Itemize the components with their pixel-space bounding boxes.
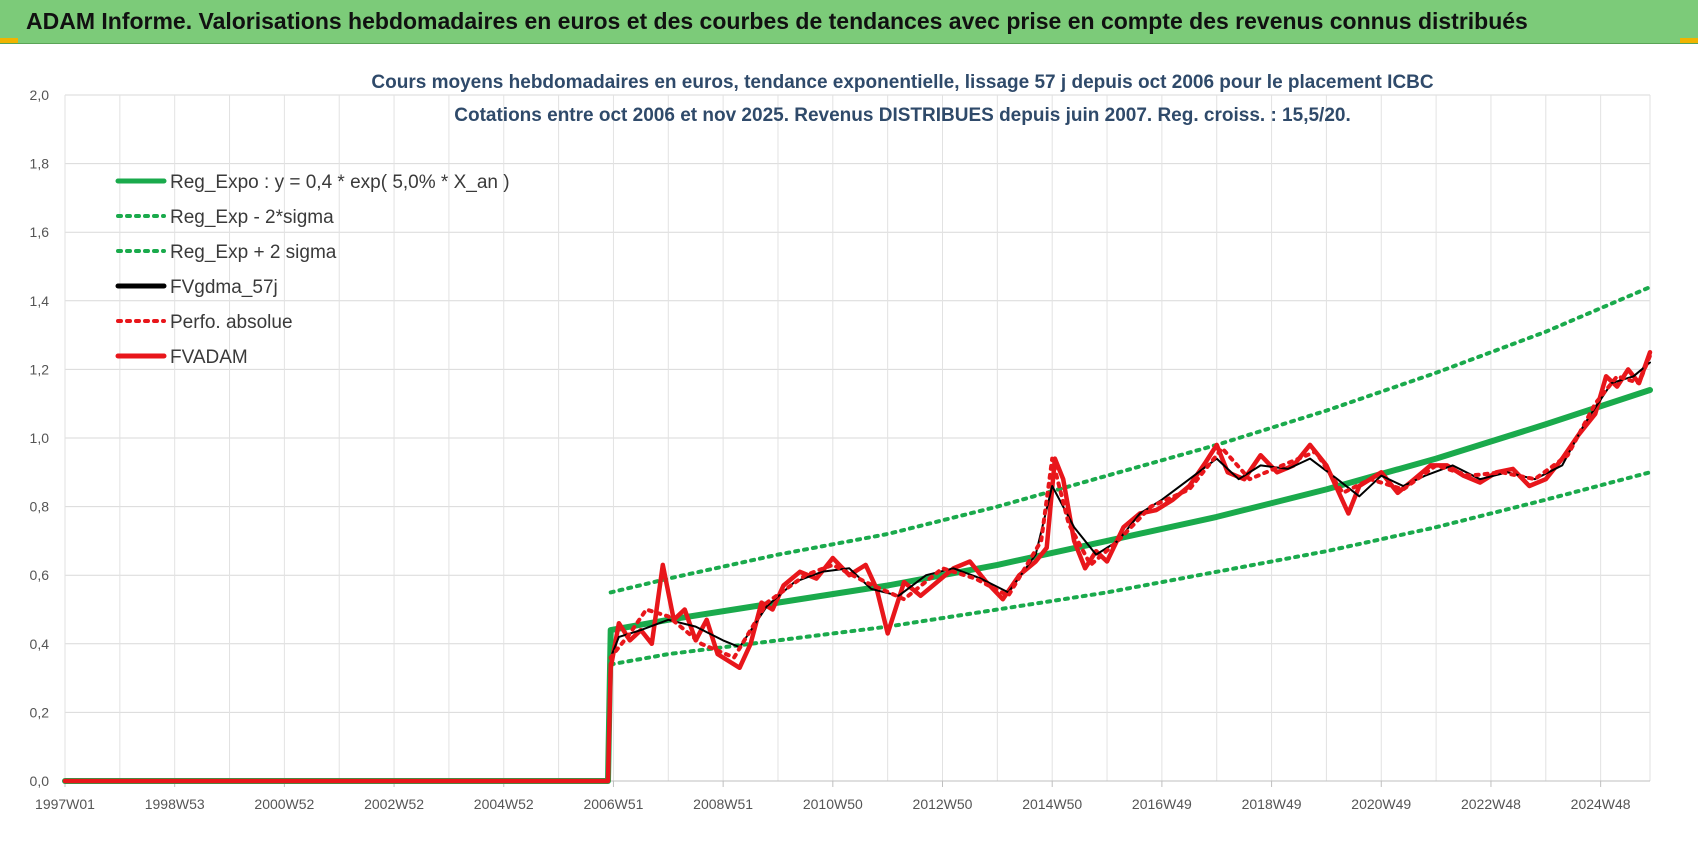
- x-tick-label: 2020W49: [1351, 796, 1411, 812]
- corner-marker: [1680, 38, 1698, 43]
- x-tick-label: 2024W48: [1571, 796, 1631, 812]
- y-tick-label: 1,0: [30, 430, 50, 446]
- corner-marker: [0, 38, 18, 43]
- series-line-4: [63, 353, 1652, 783]
- x-tick-label: 2010W50: [803, 796, 863, 812]
- legend-label: FVADAM: [170, 347, 248, 368]
- grid: [64, 94, 1651, 782]
- x-tick-label: 2016W49: [1132, 796, 1192, 812]
- y-tick-label: 0,4: [30, 636, 50, 652]
- x-tick-label: 2014W50: [1022, 796, 1082, 812]
- x-tick-label: 2008W51: [693, 796, 753, 812]
- x-tick-label: 2002W52: [364, 796, 424, 812]
- chart-title-line: Cotations entre oct 2006 et nov 2025. Re…: [454, 105, 1350, 126]
- x-tick-label: 1998W53: [145, 796, 205, 812]
- y-tick-label: 0,6: [30, 567, 50, 583]
- legend-label: Perfo. absolue: [170, 312, 293, 333]
- series-line-3: [609, 361, 1651, 659]
- y-tick-label: 2,0: [30, 87, 50, 103]
- series-layer: [62, 285, 1653, 784]
- y-tick-label: 1,2: [30, 361, 50, 377]
- x-tick-label: 2004W52: [474, 796, 534, 812]
- y-tick-label: 0,2: [30, 704, 50, 720]
- header-banner: ADAM Informe. Valorisations hebdomadaire…: [0, 0, 1698, 44]
- y-axis: 0,0 0,2 0,4 0,6 0,8 1,0 1,2 1,4 1,6 1,8 2,0: [30, 87, 50, 789]
- x-axis: 1997W01 1998W53 2000W52 2002W52 2004W52 2006W…: [35, 780, 1650, 812]
- chart-title-line: Cours moyens hebdomadaires en euros, ten…: [371, 72, 1433, 93]
- y-tick-label: 1,4: [30, 293, 50, 309]
- series-line-1: [608, 470, 1652, 667]
- x-tick-label: 2006W51: [583, 796, 643, 812]
- y-tick-label: 1,8: [30, 156, 50, 172]
- x-tick-label: 2012W50: [913, 796, 973, 812]
- legend-label: Reg_Expo : y = 0,4 * exp( 5,0% * X_an ): [170, 172, 510, 193]
- legend: Reg_Expo : y = 0,4 * exp( 5,0% * X_an ) R…: [115, 172, 510, 368]
- x-tick-label: 2018W49: [1242, 796, 1302, 812]
- y-tick-label: 0,8: [30, 499, 50, 515]
- chart-title: Cours moyens hebdomadaires en euros, ten…: [371, 72, 1433, 126]
- series-line-0: [62, 387, 1653, 784]
- y-tick-label: 0,0: [30, 773, 50, 789]
- x-tick-label: 2000W52: [254, 796, 314, 812]
- series-line-5: [62, 350, 1653, 784]
- x-tick-label: 1997W01: [35, 796, 95, 812]
- legend-label: FVgdma_57j: [170, 277, 278, 298]
- legend-label: Reg_Exp + 2 sigma: [170, 242, 337, 263]
- series-line-2: [608, 285, 1652, 595]
- y-tick-label: 1,6: [30, 224, 50, 240]
- report-title: ADAM Informe. Valorisations hebdomadaire…: [26, 8, 1528, 34]
- x-tick-label: 2022W48: [1461, 796, 1521, 812]
- legend-label: Reg_Exp - 2*sigma: [170, 207, 334, 228]
